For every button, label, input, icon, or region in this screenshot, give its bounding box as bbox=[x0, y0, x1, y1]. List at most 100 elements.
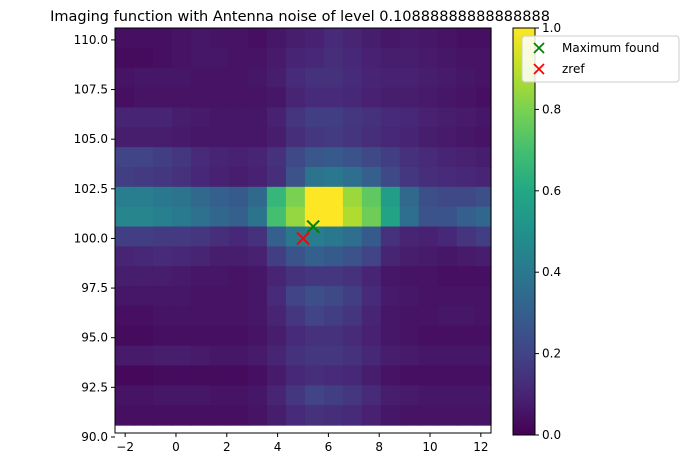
heatmap-cell bbox=[380, 186, 401, 208]
x-tick-label: 8 bbox=[375, 440, 383, 454]
heatmap-cell bbox=[418, 226, 439, 247]
heatmap-cell bbox=[190, 365, 211, 386]
heatmap-cell bbox=[399, 206, 420, 228]
heatmap-cell bbox=[399, 47, 420, 69]
heatmap-cell bbox=[115, 107, 135, 128]
heatmap-cell bbox=[190, 166, 211, 188]
heatmap-cell bbox=[361, 345, 382, 367]
heatmap-cell bbox=[475, 286, 492, 307]
heatmap-cell bbox=[152, 266, 173, 287]
heatmap-cell bbox=[190, 47, 211, 69]
heatmap-cell bbox=[228, 385, 249, 406]
heatmap-cell bbox=[361, 286, 382, 307]
heatmap-cell bbox=[456, 47, 477, 69]
heatmap-cell bbox=[266, 87, 287, 109]
colorbar-tick-label: 0.8 bbox=[542, 102, 561, 116]
heatmap-cell bbox=[152, 186, 173, 208]
heatmap-cell bbox=[399, 405, 420, 426]
heatmap-cell bbox=[323, 305, 344, 327]
heatmap-cell bbox=[323, 385, 344, 406]
heatmap-cell bbox=[115, 325, 135, 347]
heatmap-cell bbox=[209, 127, 230, 148]
heatmap-cell bbox=[133, 127, 154, 148]
heatmap-cell bbox=[304, 47, 325, 69]
heatmap-cell bbox=[323, 325, 344, 347]
heatmap-cell bbox=[304, 286, 325, 307]
heatmap-cell bbox=[285, 325, 306, 347]
heatmap-cell bbox=[152, 87, 173, 109]
heatmap-cell bbox=[247, 325, 268, 347]
heatmap-cell bbox=[228, 226, 249, 247]
heatmap-cell bbox=[475, 246, 492, 267]
heatmap-cell bbox=[209, 147, 230, 168]
heatmap-cell bbox=[266, 147, 287, 168]
heatmap-cell bbox=[209, 87, 230, 109]
heatmap-cell bbox=[342, 28, 363, 49]
heatmap-cell bbox=[342, 147, 363, 168]
heatmap-cell bbox=[342, 186, 363, 208]
heatmap-cell bbox=[266, 385, 287, 406]
heatmap-cell bbox=[228, 405, 249, 426]
heatmap-cell bbox=[266, 226, 287, 247]
legend-marker-zref bbox=[533, 63, 545, 75]
heatmap-cell bbox=[475, 186, 492, 208]
heatmap-cell bbox=[133, 325, 154, 347]
heatmap-cell bbox=[115, 206, 135, 228]
heatmap-cell bbox=[285, 186, 306, 208]
heatmap-cell bbox=[437, 385, 458, 406]
heatmap-cell bbox=[152, 246, 173, 267]
heatmap-cell bbox=[152, 385, 173, 406]
heatmap-cell bbox=[475, 305, 492, 327]
heatmap-cell bbox=[115, 186, 135, 208]
heatmap-cell bbox=[133, 266, 154, 287]
heatmap-cell bbox=[399, 325, 420, 347]
colorbar-tick-label: 0.6 bbox=[542, 184, 561, 198]
heatmap-cell bbox=[304, 246, 325, 267]
heatmap-cell bbox=[380, 226, 401, 247]
heatmap-cell bbox=[304, 67, 325, 89]
heatmap-cell bbox=[342, 166, 363, 188]
heatmap-cell bbox=[475, 266, 492, 287]
heatmap-cell bbox=[304, 266, 325, 287]
heatmap-cell bbox=[190, 246, 211, 267]
heatmap-cell bbox=[323, 286, 344, 307]
heatmap-cell bbox=[285, 107, 306, 128]
heatmap-cell bbox=[266, 286, 287, 307]
heatmap-cell bbox=[266, 166, 287, 188]
heatmap-cell bbox=[209, 186, 230, 208]
heatmap-cell bbox=[285, 166, 306, 188]
heatmap-cell bbox=[171, 226, 192, 247]
heatmap-cell bbox=[437, 186, 458, 208]
heatmap-cell bbox=[152, 226, 173, 247]
heatmap-cell bbox=[133, 385, 154, 406]
heatmap-cell bbox=[285, 286, 306, 307]
heatmap-cell bbox=[456, 325, 477, 347]
chart-title: Imaging function with Antenna noise of l… bbox=[50, 9, 550, 25]
heatmap-cell bbox=[133, 365, 154, 386]
heatmap-cell bbox=[437, 226, 458, 247]
heatmap-cell bbox=[323, 127, 344, 148]
heatmap-cell bbox=[152, 345, 173, 367]
heatmap-cell bbox=[247, 405, 268, 426]
heatmap-cell bbox=[247, 67, 268, 89]
heatmap-cell bbox=[304, 107, 325, 128]
heatmap-cell bbox=[456, 28, 477, 49]
heatmap-cell bbox=[171, 67, 192, 89]
heatmap-cell bbox=[190, 385, 211, 406]
heatmap-cell bbox=[437, 107, 458, 128]
heatmap-cell bbox=[190, 67, 211, 89]
heatmap-cell bbox=[342, 345, 363, 367]
heatmap-cell bbox=[247, 365, 268, 386]
heatmap-cell bbox=[304, 87, 325, 109]
heatmap-cell bbox=[285, 206, 306, 228]
heatmap-cell bbox=[418, 147, 439, 168]
heatmap-cell bbox=[285, 67, 306, 89]
heatmap-cell bbox=[418, 186, 439, 208]
heatmap-cell bbox=[456, 286, 477, 307]
heatmap-cell bbox=[475, 345, 492, 367]
heatmap-cell bbox=[342, 385, 363, 406]
heatmap-cell bbox=[475, 166, 492, 188]
heatmap-cell bbox=[342, 87, 363, 109]
heatmap-cell bbox=[133, 47, 154, 69]
heatmap-cell bbox=[475, 365, 492, 386]
